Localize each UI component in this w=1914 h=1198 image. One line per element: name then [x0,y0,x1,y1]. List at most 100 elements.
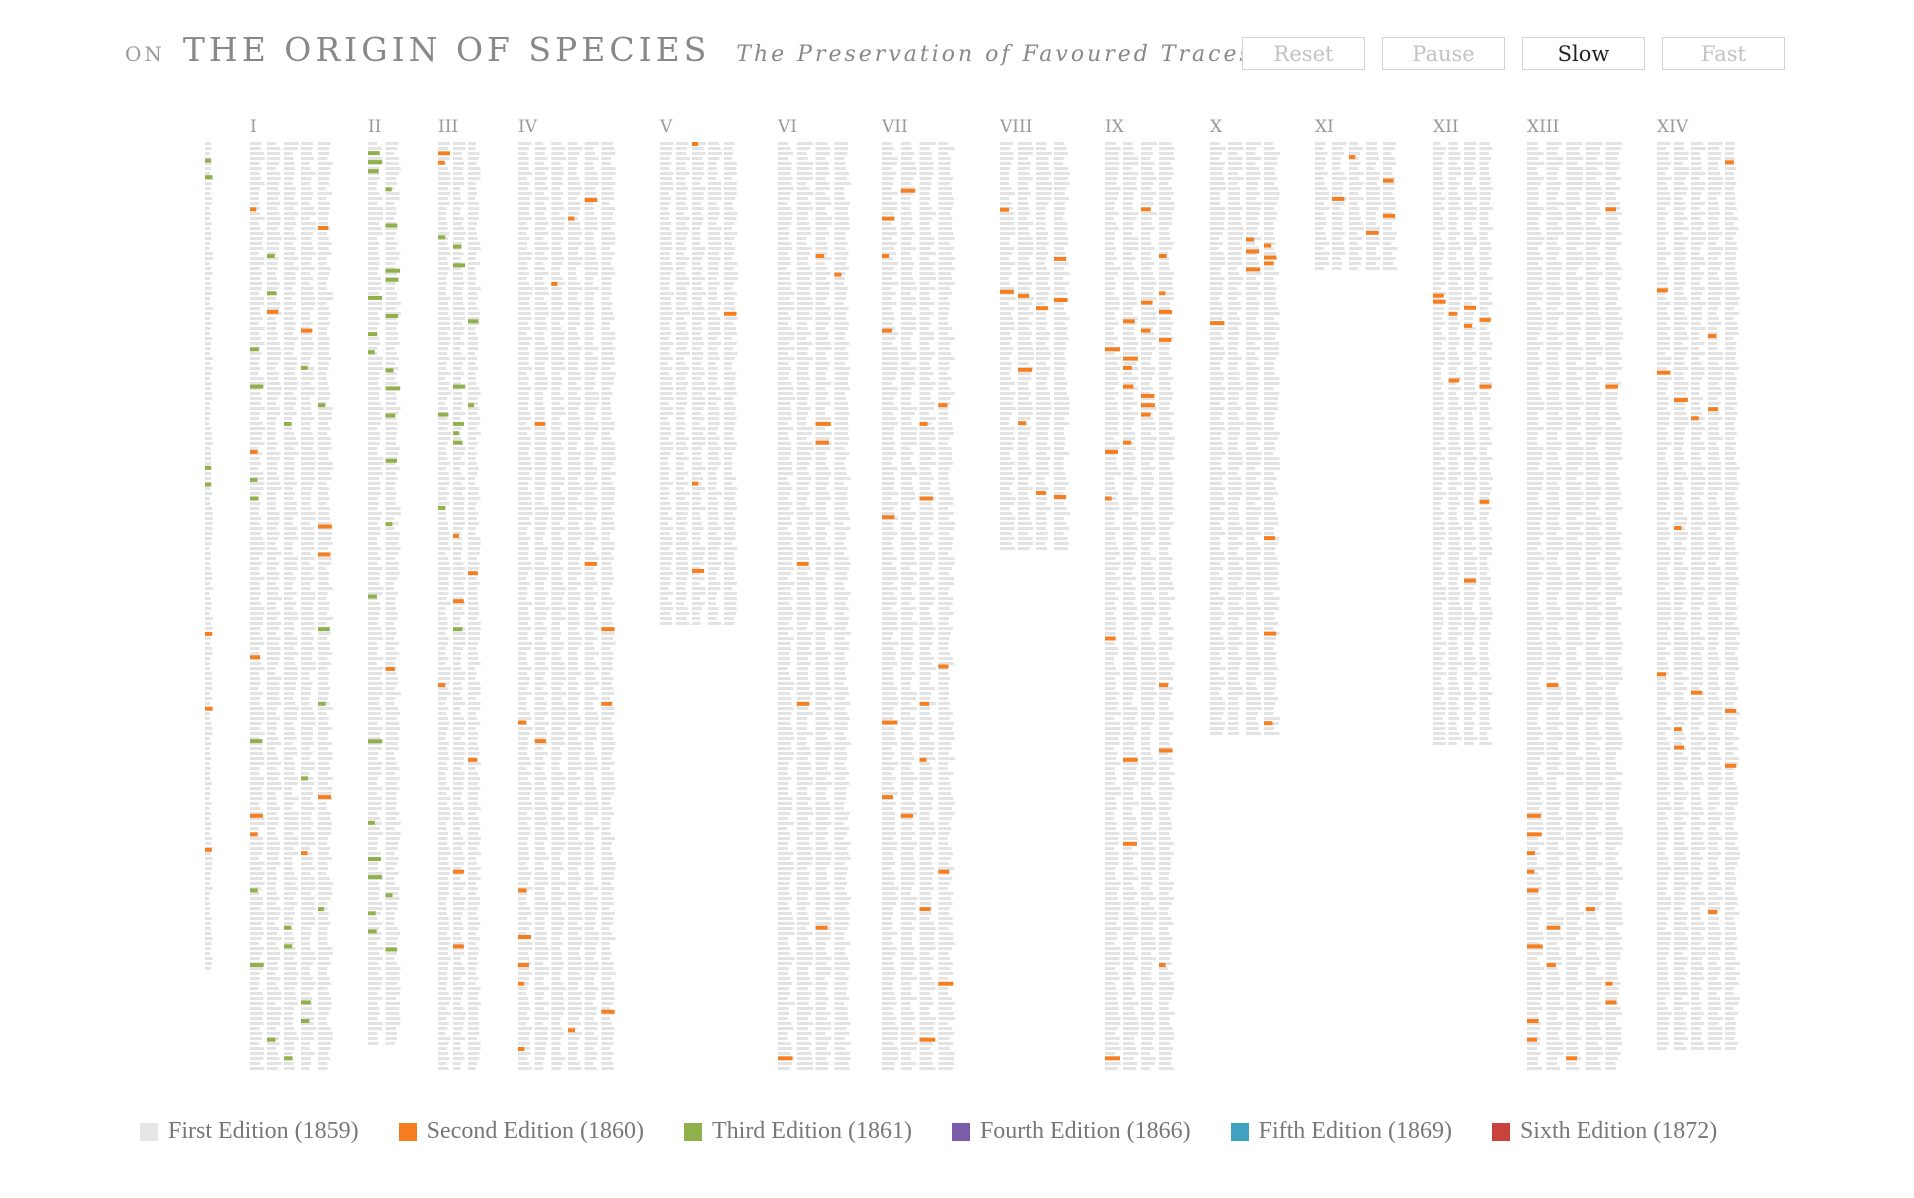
edition-change-mark [1605,207,1617,212]
edition-change-mark [1527,832,1542,837]
edition-change-mark [250,963,264,967]
edition-change-mark [368,160,383,165]
edition-change-mark [1657,672,1666,677]
edition-change-mark [1123,365,1132,370]
edition-change-mark [1159,309,1172,314]
edition-change-mark [368,169,379,174]
chapter-column: III [438,117,481,1070]
edition-change-mark [205,175,213,180]
edition-change-mark [518,935,531,939]
edition-change-mark [1585,907,1595,912]
edition-change-mark [1527,1019,1539,1023]
legend-swatch [140,1122,158,1141]
edition-change-mark [518,720,527,725]
edition-change-mark [1332,196,1345,201]
edition-change-mark [1433,299,1446,304]
legend-item-third[interactable]: Third Edition (1861) [683,1118,912,1145]
edition-change-mark [368,820,375,825]
chapter-label: X [1210,117,1223,137]
reset-button[interactable]: Reset [1242,37,1365,70]
edition-change-mark [205,465,211,470]
edition-change-mark [453,431,459,436]
edition-change-mark [1018,367,1032,372]
chapter-text-block [1000,142,1070,550]
edition-change-mark [301,328,313,333]
edition-change-mark [468,757,478,762]
edition-change-mark [1141,403,1155,408]
chapter-column: VII [881,117,955,1070]
edition-change-mark [882,328,892,333]
edition-change-mark [1657,288,1668,293]
chapter-label: VI [777,117,797,137]
legend-item-fifth[interactable]: Fifth Edition (1869) [1230,1118,1452,1145]
legend-swatch [1230,1122,1249,1141]
chapter-column: V [659,117,738,625]
edition-change-mark [284,925,292,930]
edition-change-mark [468,319,479,324]
edition-change-mark [601,627,615,632]
edition-change-mark [1527,888,1539,893]
edition-change-mark [882,795,893,800]
edition-change-mark [318,795,332,800]
legend-label: Third Edition (1861) [711,1118,912,1144]
edition-change-mark [518,1047,525,1051]
edition-change-mark [205,158,212,163]
chapter-text-block [518,142,616,1070]
edition-change-mark [1141,393,1155,398]
edition-change-mark [368,857,381,861]
edition-change-mark [368,911,376,916]
edition-change-mark [882,515,895,520]
edition-change-mark [1264,243,1272,248]
legend-label: Fifth Edition (1869) [1258,1118,1452,1144]
edition-change-mark [250,207,257,212]
legend-item-first[interactable]: First Edition (1859) [140,1118,359,1145]
edition-change-mark [882,254,889,258]
chapter-label: XIII [1527,117,1559,137]
edition-change-mark [318,403,326,408]
edition-change-mark [1605,384,1619,389]
edition-change-mark [601,1009,615,1014]
edition-change-mark [1674,398,1688,402]
legend-item-fourth[interactable]: Fourth Edition (1866) [951,1118,1191,1145]
chapter-column: XIII [1527,117,1623,1070]
pause-button[interactable]: Pause [1382,37,1505,70]
edition-change-mark [1159,683,1169,688]
legend-item-second[interactable]: Second Edition (1860) [398,1118,644,1145]
edition-change-mark [284,421,292,426]
edition-change-mark [453,421,464,426]
chapter-label: II [368,117,381,137]
edition-change-mark [385,522,393,527]
edition-change-mark [584,561,597,566]
slow-button[interactable]: Slow [1522,37,1645,70]
edition-change-mark [301,365,308,370]
edition-change-mark [368,875,382,880]
edition-change-mark [692,142,698,146]
edition-change-mark [1725,708,1737,713]
chapter-text-block [438,142,481,1070]
legend-label: Second Edition (1860) [426,1118,644,1144]
fast-button[interactable]: Fast [1662,37,1785,70]
edition-legend: First Edition (1859) Second Edition (186… [140,1118,1757,1145]
edition-change-mark [778,1056,793,1061]
edition-change-mark [368,151,380,156]
edition-change-mark [1674,727,1682,732]
edition-change-mark [385,368,394,373]
edition-change-mark [453,944,464,949]
chapter-column: I [249,117,333,1070]
edition-change-mark [385,277,399,282]
legend-item-sixth[interactable]: Sixth Edition (1872) [1491,1118,1717,1145]
edition-change-mark [1366,230,1379,235]
chapter-label: XII [1433,117,1459,137]
edition-change-mark [284,944,293,949]
edition-change-mark [692,568,705,573]
edition-change-mark [453,869,465,874]
chapter-text-block [249,142,333,1070]
edition-change-mark [1674,745,1684,750]
edition-change-mark [518,888,527,893]
edition-change-mark [468,403,475,408]
edition-change-mark [1479,384,1492,389]
edition-change-mark [1527,944,1543,949]
chapter-label: XI [1315,117,1334,137]
edition-change-mark [1264,631,1277,636]
edition-change-mark [1464,305,1476,310]
